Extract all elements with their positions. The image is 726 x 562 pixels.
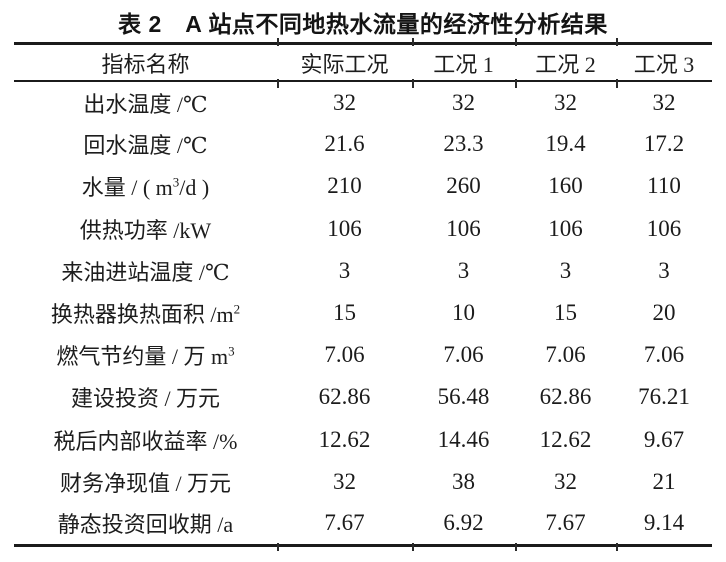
value-cell: 106 xyxy=(646,215,682,241)
value-cell: 21.6 xyxy=(324,131,365,157)
row-label: 出水温度 /℃ xyxy=(83,91,208,117)
value-cell: 106 xyxy=(446,215,481,241)
value-cell: 12.62 xyxy=(539,426,592,452)
table-row: 出水温度 /℃ 32 32 32 32 xyxy=(14,81,712,123)
table-row: 回水温度 /℃ 21.6 23.3 19.4 17.2 xyxy=(14,123,712,165)
value-cell: 3 xyxy=(559,257,572,283)
value-cell: 7.06 xyxy=(443,342,484,368)
value-cell: 32 xyxy=(452,89,475,115)
value-cell: 7.06 xyxy=(324,342,365,368)
header-indicator-name: 指标名称 xyxy=(101,51,190,77)
value-cell: 15 xyxy=(333,300,356,326)
table-caption: 表 2 A 站点不同地热水流量的经济性分析结果 xyxy=(118,11,608,37)
column-rule-tick xyxy=(616,542,618,551)
row-label: 来油进站温度 /℃ xyxy=(61,259,230,285)
value-cell: 62.86 xyxy=(318,384,371,410)
row-label: 建设投资 / 万元 xyxy=(70,386,221,412)
table-row: 供热功率 /kW 106 106 106 106 xyxy=(14,208,712,250)
row-label: 财务净现值 / 万元 xyxy=(59,470,232,496)
value-cell: 17.2 xyxy=(643,131,685,157)
table-header: 指标名称 实际工况 工况 1 工况 2 工况 3 xyxy=(14,44,712,81)
value-cell: 3 xyxy=(457,257,470,283)
value-cell: 106 xyxy=(548,215,583,241)
table-row: 税后内部收益率 /% 12.62 14.46 12.62 9.67 xyxy=(14,419,712,461)
value-cell: 110 xyxy=(647,173,681,199)
table-row: 燃气节约量 / 万 m3 7.06 7.06 7.06 7.06 xyxy=(14,334,712,376)
value-cell: 7.06 xyxy=(643,342,685,368)
header-actual-condition: 实际工况 xyxy=(300,51,389,77)
value-cell: 19.4 xyxy=(545,131,586,157)
value-cell: 14.46 xyxy=(437,426,490,452)
column-rule-tick xyxy=(515,542,517,551)
row-label: 水量 / ( m3/d ) xyxy=(81,175,210,201)
value-cell: 10 xyxy=(452,300,475,326)
column-rule-tick xyxy=(515,38,517,46)
header-row: 指标名称 实际工况 工况 1 工况 2 工况 3 xyxy=(14,44,712,81)
value-cell: 7.67 xyxy=(545,510,586,536)
value-cell: 9.14 xyxy=(643,510,685,536)
value-cell: 6.92 xyxy=(443,510,484,536)
value-cell: 106 xyxy=(327,215,362,241)
column-rule-tick xyxy=(412,542,414,551)
row-label: 静态投资回收期 /a xyxy=(57,512,234,538)
column-rule-tick xyxy=(277,38,279,46)
header-condition-3: 工况 3 xyxy=(633,51,695,77)
value-cell: 12.62 xyxy=(318,426,371,452)
row-label: 税后内部收益率 /% xyxy=(53,428,238,454)
row-label: 回水温度 /℃ xyxy=(83,133,208,159)
value-cell: 15 xyxy=(554,300,577,326)
value-cell: 76.21 xyxy=(638,384,690,410)
table-row: 水量 / ( m3/d ) 210 260 160 110 xyxy=(14,165,712,207)
value-cell: 32 xyxy=(333,89,356,115)
table-container: 指标名称 实际工况 工况 1 工况 2 工况 3 出水温度 /℃ 32 32 32 32… xyxy=(14,38,712,551)
table-row: 来油进站温度 /℃ 3 3 3 3 xyxy=(14,250,712,292)
economic-analysis-table: 指标名称 实际工况 工况 1 工况 2 工况 3 出水温度 /℃ 32 32 32 32… xyxy=(14,42,712,547)
row-label: 换热器换热面积 /m2 xyxy=(50,301,241,328)
value-cell: 3 xyxy=(658,257,670,283)
value-cell: 62.86 xyxy=(539,384,592,410)
value-cell: 160 xyxy=(548,173,583,199)
value-cell: 260 xyxy=(446,173,481,199)
value-cell: 23.3 xyxy=(443,131,484,157)
value-cell: 32 xyxy=(554,468,577,494)
header-condition-1: 工况 1 xyxy=(433,51,494,77)
column-rule-tick xyxy=(412,79,414,88)
table-row: 建设投资 / 万元 62.86 56.48 62.86 76.21 xyxy=(14,376,712,418)
row-label: 供热功率 /kW xyxy=(79,217,212,243)
column-rule-tick xyxy=(277,79,279,88)
value-cell: 7.06 xyxy=(545,342,586,368)
table-row: 换热器换热面积 /m2 15 10 15 20 xyxy=(14,292,712,334)
value-cell: 210 xyxy=(327,173,362,199)
value-cell: 21 xyxy=(652,468,676,494)
value-cell: 9.67 xyxy=(643,426,685,452)
value-cell: 38 xyxy=(452,468,475,494)
value-cell: 7.67 xyxy=(324,510,365,536)
column-rule-tick xyxy=(412,38,414,46)
column-rule-tick xyxy=(277,542,279,551)
value-cell: 3 xyxy=(338,257,351,283)
column-rule-tick xyxy=(616,79,618,88)
value-cell: 32 xyxy=(333,468,356,494)
value-cell: 32 xyxy=(652,89,676,115)
value-cell: 32 xyxy=(554,89,577,115)
column-rule-tick xyxy=(515,79,517,88)
table-row: 财务净现值 / 万元 32 38 32 21 xyxy=(14,461,712,503)
value-cell: 56.48 xyxy=(437,384,490,410)
table-body: 出水温度 /℃ 32 32 32 32 回水温度 /℃ 21.6 23.3 19.4 17.2 水量… xyxy=(14,81,712,545)
column-rule-tick xyxy=(616,38,618,46)
table-row: 静态投资回收期 /a 7.67 6.92 7.67 9.14 xyxy=(14,503,712,545)
header-condition-2: 工况 2 xyxy=(535,51,596,77)
value-cell: 20 xyxy=(652,300,676,326)
row-label: 燃气节约量 / 万 m3 xyxy=(56,343,235,370)
